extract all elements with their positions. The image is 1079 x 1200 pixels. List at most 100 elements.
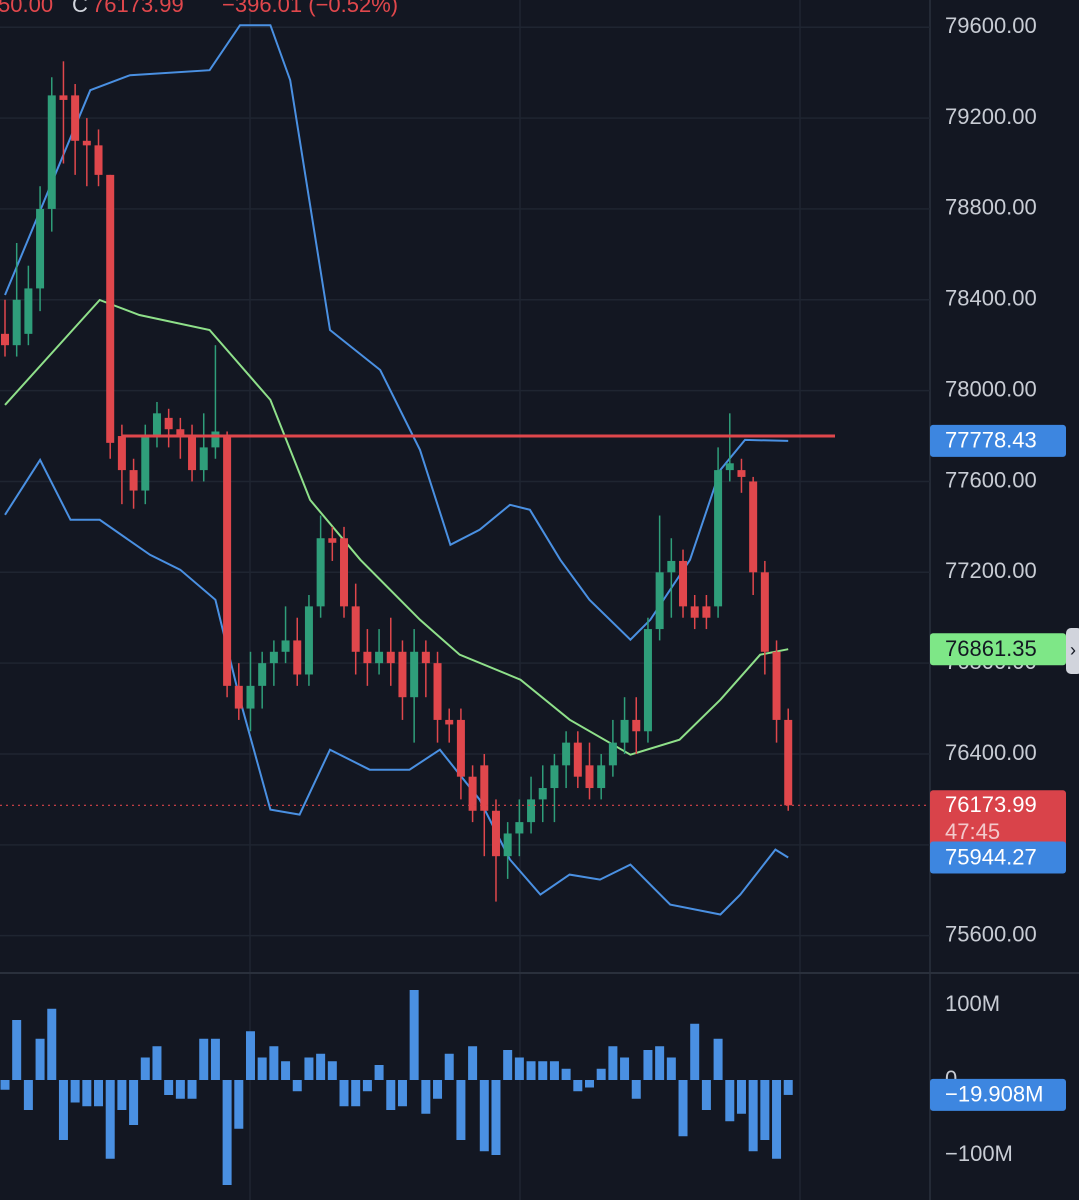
- histogram-bar: [701, 1080, 711, 1110]
- histogram-bar: [760, 1080, 770, 1140]
- band-line: [4, 24, 789, 642]
- histogram-bar: [397, 1080, 407, 1107]
- histogram-bar: [269, 1046, 279, 1080]
- histogram-bar: [164, 1080, 174, 1095]
- y-tick-label: 79200.00: [945, 104, 1037, 129]
- price-marker-label: 77778.43: [945, 428, 1037, 453]
- candle-body: [760, 572, 769, 652]
- candle-body: [246, 685, 255, 709]
- candle-body: [643, 629, 652, 732]
- histogram-bar: [47, 1008, 57, 1080]
- candle-body: [281, 640, 290, 652]
- plot: [0, 24, 930, 1185]
- histogram-bar: [573, 1080, 583, 1092]
- candle-body: [340, 538, 349, 607]
- histogram-bar: [23, 1080, 33, 1110]
- y-tick-label: 79600.00: [945, 13, 1037, 38]
- histogram-bar: [631, 1080, 641, 1099]
- candle-body: [398, 651, 407, 698]
- histogram-bar: [585, 1080, 594, 1088]
- candle-body: [445, 719, 454, 725]
- histogram-bar: [316, 1053, 326, 1080]
- candle-body: [702, 606, 711, 618]
- histogram-bar: [281, 1061, 291, 1080]
- candle-body: [12, 299, 21, 346]
- histogram-bar: [292, 1080, 302, 1092]
- candle-body: [608, 742, 617, 766]
- candle-body: [316, 538, 325, 607]
- value-marker: [930, 1078, 1066, 1111]
- histogram-bar: [386, 1080, 396, 1110]
- candle-body: [234, 685, 243, 709]
- band-line: [4, 298, 789, 756]
- histogram-bar: [12, 1020, 22, 1080]
- candle-body: [585, 765, 594, 789]
- price-marker-label: 75944.27: [945, 844, 1037, 869]
- candle-body: [199, 447, 208, 471]
- price-marker-label: 76861.35: [945, 636, 1037, 661]
- histogram-bar: [526, 1061, 536, 1080]
- value-marker-label: −19.908M: [945, 1082, 1043, 1107]
- candle-body: [550, 765, 559, 789]
- candle-body: [515, 822, 524, 834]
- histogram-bar: [421, 1080, 431, 1114]
- candle-body: [480, 765, 489, 811]
- histogram-bar: [210, 1038, 220, 1080]
- header-open: 50.00: [0, 0, 53, 17]
- candle-body: [375, 651, 384, 664]
- histogram-bar: [491, 1080, 501, 1155]
- y-tick-label: 78800.00: [945, 195, 1037, 220]
- histogram-bar: [58, 1080, 68, 1140]
- histogram-bar: [503, 1050, 513, 1080]
- candle-body: [36, 208, 45, 289]
- candle-body: [667, 560, 676, 573]
- candle-body: [258, 663, 267, 686]
- histogram-bar: [468, 1046, 478, 1080]
- y-tick-label: 75600.00: [945, 921, 1037, 946]
- header-change: −396.01 (−0.52%): [222, 0, 398, 17]
- candle-body: [293, 640, 302, 675]
- candle-body: [304, 606, 313, 675]
- histogram-bar: [105, 1080, 115, 1159]
- histogram-bar: [257, 1057, 267, 1080]
- candle-body: [538, 788, 547, 800]
- candle-body: [503, 833, 512, 857]
- histogram-bar: [456, 1080, 466, 1140]
- histogram-bar: [772, 1080, 782, 1159]
- candle-body: [211, 431, 220, 448]
- histogram-bar: [187, 1080, 197, 1099]
- histogram-bar: [70, 1080, 80, 1103]
- histogram-bar: [608, 1046, 618, 1080]
- band-line: [4, 457, 789, 916]
- histogram-bar: [538, 1061, 548, 1080]
- y-tick-label: 100M: [945, 991, 1000, 1016]
- candle-body: [714, 470, 723, 607]
- histogram-bar: [199, 1038, 209, 1080]
- histogram-bar: [433, 1080, 443, 1099]
- candle-body: [328, 538, 337, 543]
- candle-body: [223, 436, 232, 686]
- candle-body: [725, 463, 734, 471]
- candle-body: [1, 333, 9, 346]
- candle-body: [47, 95, 56, 209]
- countdown: 47:45: [945, 819, 1000, 844]
- candle-body: [655, 572, 664, 630]
- histogram-bar: [561, 1068, 571, 1080]
- y-tick-label: −100M: [945, 1141, 1013, 1166]
- y-tick-label: 78000.00: [945, 376, 1037, 401]
- scroll-button[interactable]: [1066, 628, 1079, 674]
- histogram-bar: [222, 1080, 232, 1185]
- histogram-bar: [549, 1061, 559, 1080]
- histogram-bar: [713, 1038, 723, 1080]
- price-marker-label: 76173.99: [945, 792, 1037, 817]
- histogram-bar: [351, 1080, 361, 1107]
- candle-body: [410, 651, 419, 698]
- candle-body: [188, 436, 197, 471]
- candle-body: [562, 742, 571, 766]
- histogram-bar: [409, 990, 419, 1080]
- candle-body: [129, 470, 138, 491]
- candle-body: [527, 799, 536, 823]
- histogram-bar: [140, 1057, 150, 1080]
- histogram-bar: [725, 1080, 735, 1122]
